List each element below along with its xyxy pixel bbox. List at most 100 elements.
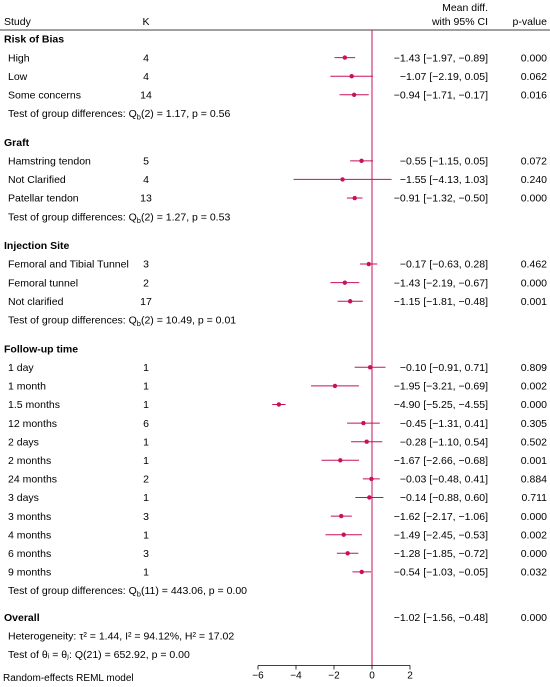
row-p-value: 0.711 xyxy=(522,492,548,504)
row-p-value: 0.062 xyxy=(521,71,547,83)
group-test: Test of group differences: Qb(2) = 10.49… xyxy=(8,315,236,329)
row-ci: −0.17 [−0.63, 0.28] xyxy=(400,259,488,271)
row-ci: −0.03 [−0.48, 0.41] xyxy=(400,474,488,486)
group-title: Follow-up time xyxy=(4,343,78,355)
effect-column-header-line1: Mean diff. xyxy=(442,2,488,14)
point-estimate xyxy=(361,420,366,426)
row-k: 6 xyxy=(143,418,149,430)
x-tick-label: 2 xyxy=(407,671,413,682)
row-k: 4 xyxy=(143,52,149,64)
row-label: 4 months xyxy=(8,529,51,541)
point-estimate xyxy=(340,177,345,182)
point-estimate xyxy=(364,439,369,444)
point-estimate xyxy=(342,280,348,285)
row-label: 24 months xyxy=(8,474,57,486)
row-k: 2 xyxy=(143,277,149,289)
row-k: 4 xyxy=(143,174,149,186)
row-label: 12 months xyxy=(8,418,57,430)
group-test: Test of group differences: Qb(11) = 443.… xyxy=(8,585,247,599)
row-label: 2 months xyxy=(8,455,51,467)
row-label: 1 month xyxy=(8,381,46,393)
row-p-value: 0.016 xyxy=(521,89,547,101)
row-ci: −1.62 [−2.17, −1.06] xyxy=(394,511,488,523)
row-p-value: 0.462 xyxy=(521,259,547,271)
point-estimate xyxy=(276,402,282,407)
row-ci: −0.55 [−1.15, 0.05] xyxy=(400,156,488,168)
row-p-value: 0.809 xyxy=(521,362,547,374)
point-estimate xyxy=(359,569,364,575)
row-k: 5 xyxy=(143,156,149,168)
point-estimate xyxy=(347,299,353,304)
row-k: 1 xyxy=(143,399,149,411)
row-k: 1 xyxy=(143,362,149,374)
row-k: 3 xyxy=(143,548,149,560)
row-p-value: 0.000 xyxy=(521,52,547,64)
row-p-value: 0.072 xyxy=(521,156,547,168)
group-title: Graft xyxy=(4,137,30,149)
x-tick-label: −6 xyxy=(252,671,264,682)
overall-test: Test of θᵢ = θⱼ: Q(21) = 652.92, p = 0.0… xyxy=(8,649,190,661)
row-p-value: 0.884 xyxy=(521,474,547,486)
row-k: 13 xyxy=(140,193,152,205)
row-label: Low xyxy=(8,71,28,83)
group-test: Test of group differences: Qb(2) = 1.17,… xyxy=(8,108,230,122)
row-ci: −0.28 [−1.10, 0.54] xyxy=(400,436,488,448)
point-estimate xyxy=(339,513,344,519)
study-column-header: Study xyxy=(4,16,32,28)
row-k: 2 xyxy=(143,474,149,486)
row-k: 17 xyxy=(140,296,152,308)
row-ci: −0.14 [−0.88, 0.60] xyxy=(400,492,488,504)
row-label: Patellar tendon xyxy=(8,193,79,205)
point-estimate xyxy=(369,476,374,482)
overall-title: Overall xyxy=(4,612,40,624)
row-ci: −1.43 [−1.97, −0.89] xyxy=(394,52,488,64)
row-ci: −1.67 [−2.66, −0.68] xyxy=(394,455,488,467)
row-p-value: 0.032 xyxy=(521,567,547,579)
row-k: 3 xyxy=(143,259,149,271)
row-label: 1.5 months xyxy=(8,399,60,411)
row-label: Hamstring tendon xyxy=(8,156,91,168)
row-p-value: 0.001 xyxy=(521,455,547,467)
row-p-value: 0.000 xyxy=(521,511,547,523)
heterogeneity-stats: Heterogeneity: τ² = 1.44, I² = 94.12%, H… xyxy=(8,631,234,643)
x-tick-label: 0 xyxy=(369,671,375,682)
p-value-column-header: p-value xyxy=(513,16,548,28)
x-tick-label: −4 xyxy=(290,671,302,682)
point-estimate xyxy=(342,55,348,60)
point-estimate xyxy=(359,158,364,164)
row-p-value: 0.000 xyxy=(521,399,547,411)
row-label: 3 months xyxy=(8,511,51,523)
row-ci: −1.95 [−3.21, −0.69] xyxy=(394,381,488,393)
row-label: 2 days xyxy=(8,436,39,448)
row-k: 1 xyxy=(143,455,149,467)
row-label: 9 months xyxy=(8,567,51,579)
row-p-value: 0.000 xyxy=(521,548,547,560)
effect-column-header-line2: with 95% CI xyxy=(431,16,488,28)
row-label: Not clarified xyxy=(8,296,64,308)
row-p-value: 0.002 xyxy=(521,529,547,541)
row-ci: −0.94 [−1.71, −0.17] xyxy=(394,89,488,101)
row-k: 14 xyxy=(140,89,152,101)
point-estimate xyxy=(349,74,354,79)
point-estimate xyxy=(345,551,350,556)
point-estimate xyxy=(338,458,343,463)
point-estimate xyxy=(366,261,371,267)
row-ci: −1.07 [−2.19, 0.05] xyxy=(400,71,488,83)
row-k: 3 xyxy=(143,511,149,523)
row-k: 1 xyxy=(143,436,149,448)
row-ci: −1.28 [−1.85, −0.72] xyxy=(394,548,488,560)
row-k: 1 xyxy=(143,529,149,541)
row-ci: −0.91 [−1.32, −0.50] xyxy=(394,193,488,205)
row-k: 1 xyxy=(143,567,149,579)
forest-rows: Risk of Bias High 4 −1.43 [−1.97, −0.89] 0.0… xyxy=(4,34,547,662)
point-estimate xyxy=(367,495,372,500)
row-p-value: 0.502 xyxy=(521,436,547,448)
x-axis: −6 −4 −2 0 2 xyxy=(252,30,413,682)
row-ci: −0.54 [−1.03, −0.05] xyxy=(394,567,488,579)
point-estimate xyxy=(351,92,357,98)
row-p-value: 0.305 xyxy=(521,418,547,430)
row-label: Femoral tunnel xyxy=(8,277,78,289)
row-label: Femoral and Tibial Tunnel xyxy=(8,259,129,271)
row-k: 4 xyxy=(143,71,149,83)
row-ci: −1.49 [−2.45, −0.53] xyxy=(394,529,488,541)
